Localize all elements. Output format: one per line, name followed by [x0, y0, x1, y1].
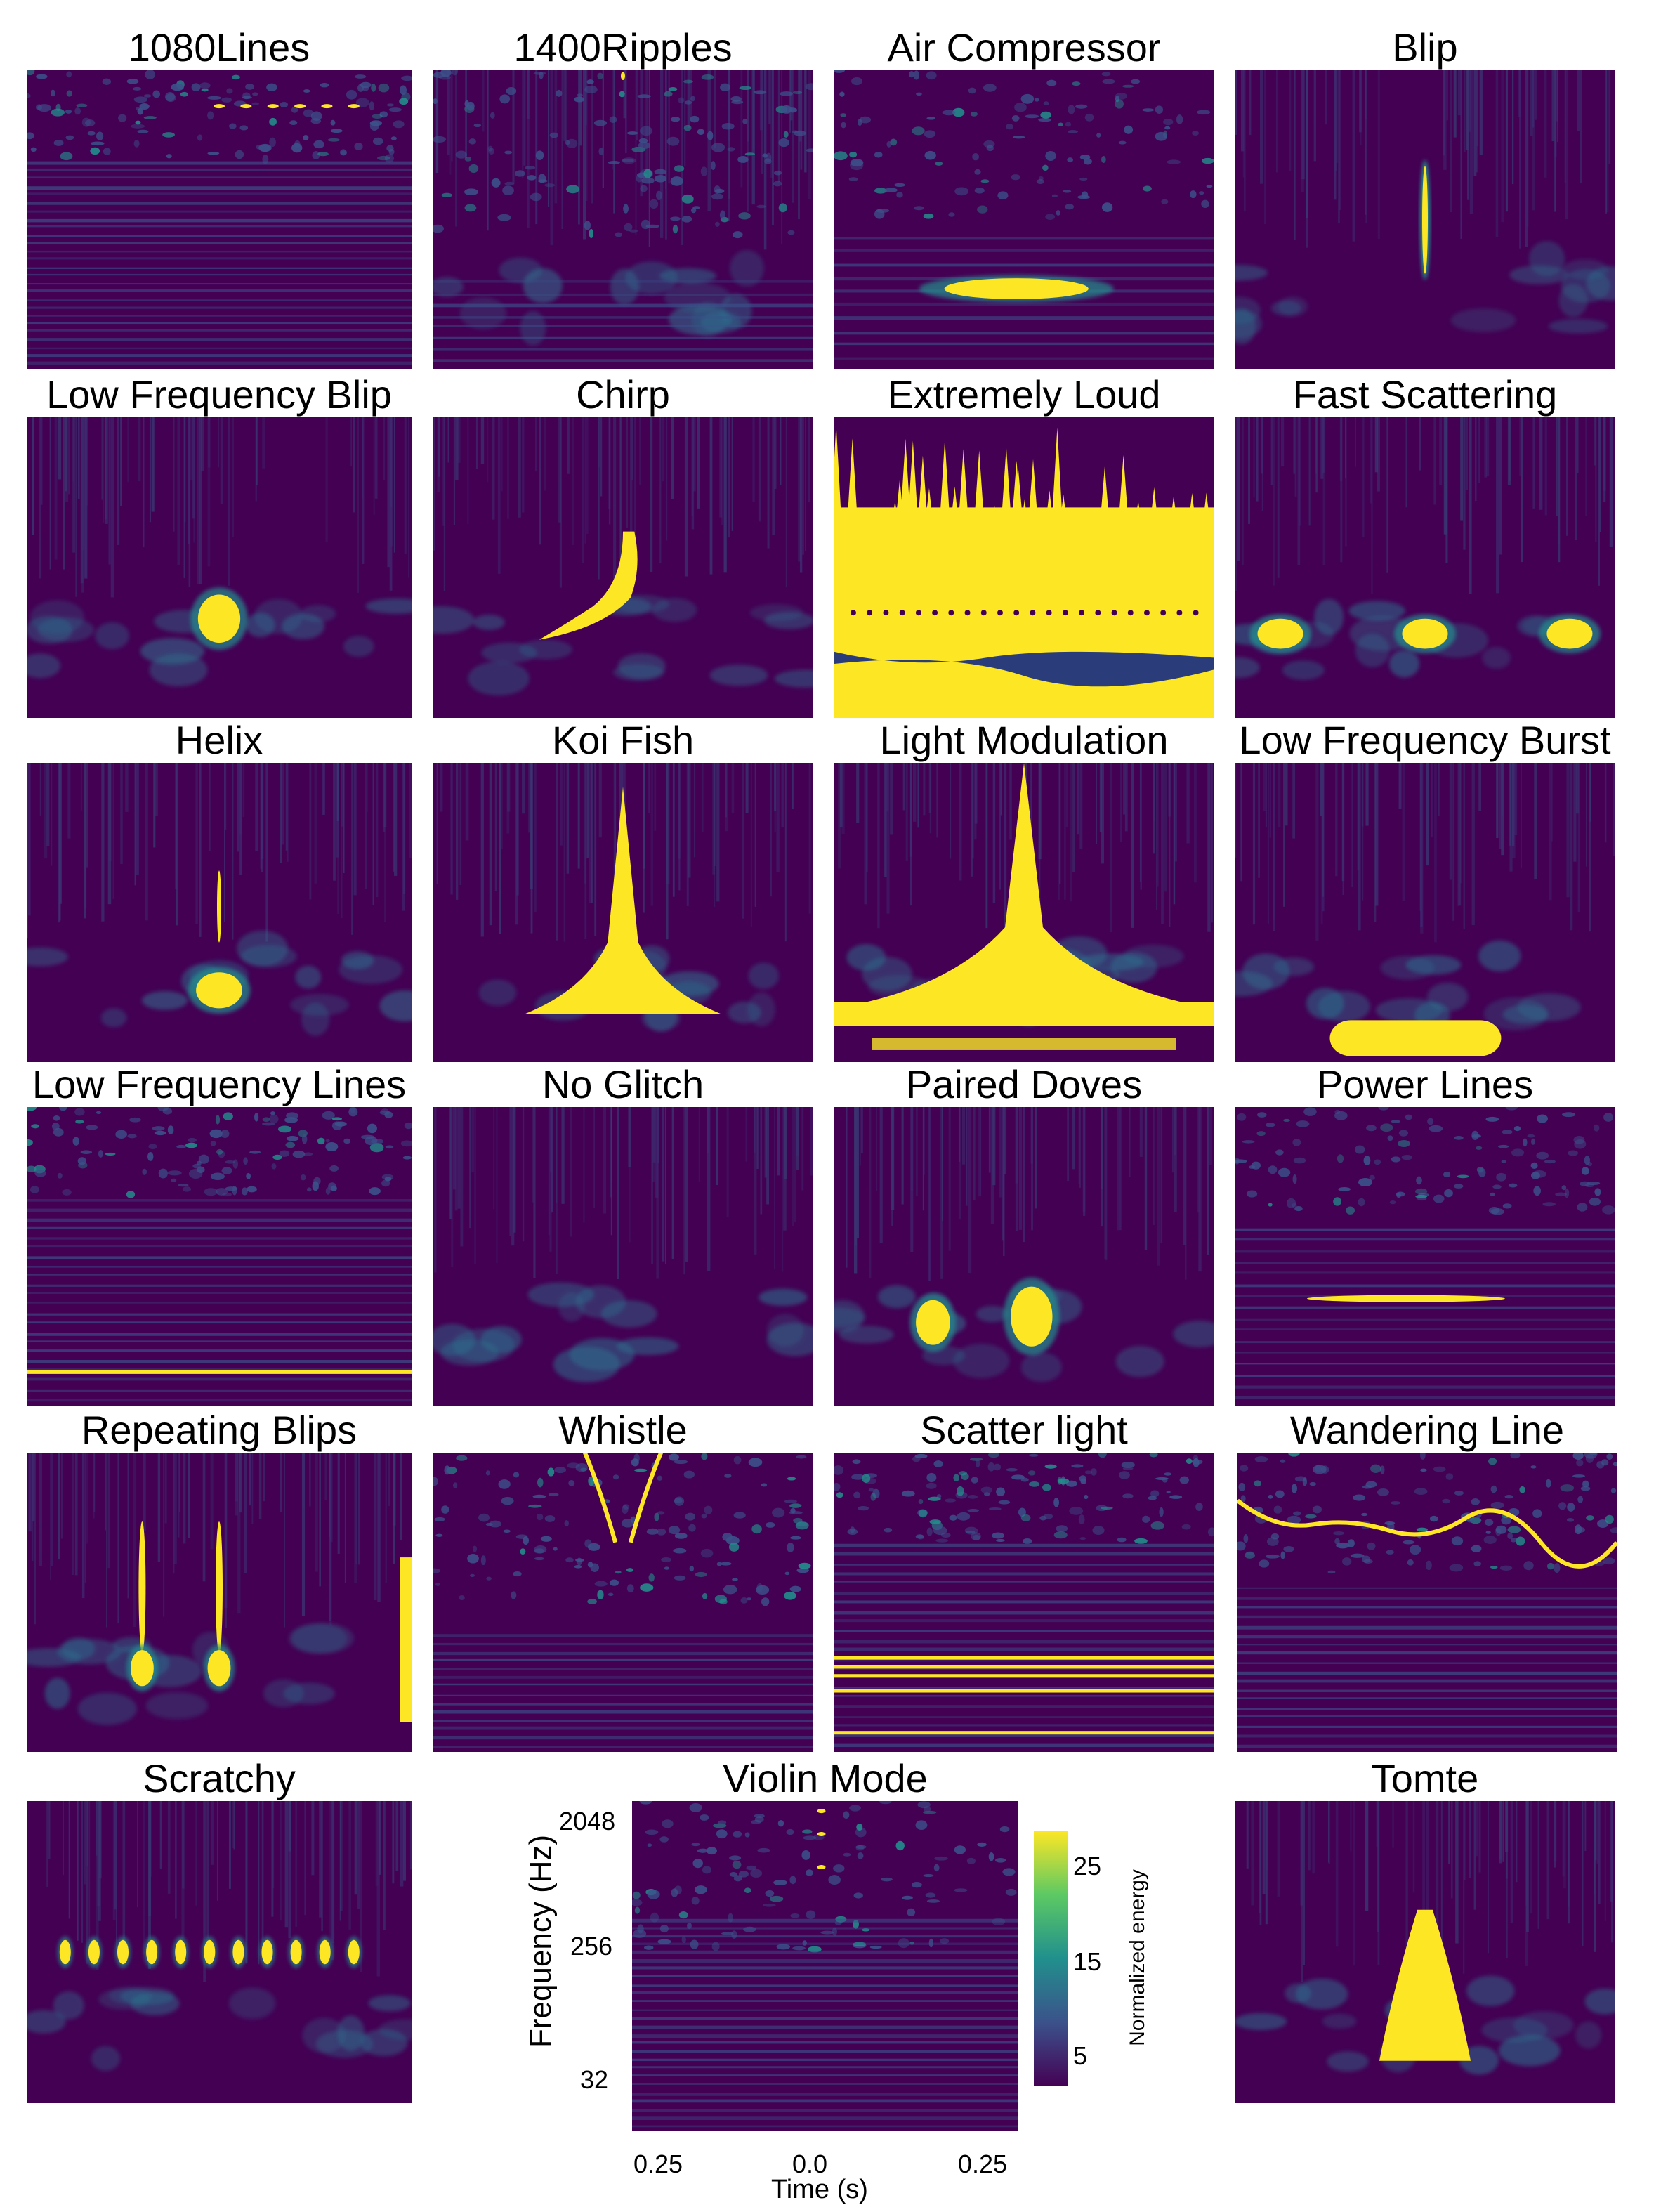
panel-title: Scratchy: [143, 1756, 296, 1800]
panel-title: Extremely Loud: [887, 372, 1161, 417]
panel-blip: Blip: [1235, 25, 1615, 369]
colorbar-label: Normalized energy: [1126, 1869, 1149, 2046]
panel-1080lines: 1080Lines: [27, 25, 412, 369]
spectrogram-plot: [27, 70, 412, 369]
x-tick-label: 0.25: [633, 2149, 683, 2178]
panel-title: Wandering Line: [1289, 1408, 1565, 1452]
panel-title: Koi Fish: [551, 718, 695, 762]
spectrogram-plot: [1235, 1801, 1615, 2103]
x-tick-label: 0.0: [792, 2149, 828, 2178]
panel-no-glitch: No Glitch: [433, 1062, 813, 1406]
spectrogram-plot: [834, 1453, 1214, 1752]
panel-koi-fish: Koi Fish: [433, 718, 813, 1062]
panel-low-frequency-lines: Low Frequency Lines: [27, 1062, 412, 1406]
spectrogram-plot: [1235, 1107, 1615, 1406]
panel-title: Helix: [175, 718, 263, 762]
spectrogram-plot: [27, 1453, 412, 1752]
spectrogram-plot: [834, 763, 1214, 1062]
spectrogram-plot: [433, 1107, 813, 1406]
panel-whistle: Whistle: [433, 1408, 813, 1752]
y-tick-label: 256: [570, 1932, 613, 1961]
panel-title: Violin Mode: [723, 1756, 928, 1800]
x-tick-label: 0.25: [958, 2149, 1008, 2178]
panel-1400ripples: 1400Ripples: [433, 25, 813, 369]
spectrogram-plot: [433, 417, 813, 718]
panel-title: No Glitch: [541, 1062, 704, 1106]
panel-title: 1400Ripples: [513, 25, 733, 70]
panel-title: Paired Doves: [905, 1062, 1143, 1106]
spectrogram-plot: [433, 1453, 813, 1752]
spectrogram-plot: [27, 763, 412, 1062]
spectrogram-plot: [433, 763, 813, 1062]
panel-helix: Helix: [27, 718, 412, 1062]
colorbar-tick: 15: [1073, 1947, 1102, 1976]
spectrogram-plot: [632, 1801, 1018, 2131]
spectrogram-plot: [27, 417, 412, 718]
panel-extremely-loud: Extremely Loud: [834, 372, 1214, 718]
panel-repeating-blips: Repeating Blips: [27, 1408, 412, 1752]
spectrogram-plot: [834, 417, 1214, 718]
panel-title: Tomte: [1371, 1756, 1479, 1800]
panel-title: 1080Lines: [128, 25, 310, 70]
colorbar-tick: 5: [1073, 2041, 1088, 2070]
spectrogram-plot: [433, 70, 813, 369]
panel-violin-mode: Violin Mode: [632, 1756, 1018, 2173]
panel-title: Repeating Blips: [81, 1408, 357, 1452]
panel-title: Low Frequency Burst: [1239, 718, 1611, 762]
panel-low-frequency-blip: Low Frequency Blip: [27, 372, 412, 718]
spectrogram-plot: [1235, 417, 1615, 718]
panel-scratchy: Scratchy: [27, 1756, 412, 2103]
spectrogram-plot: [1237, 1453, 1617, 1752]
colorbar-tick: 25: [1073, 1852, 1102, 1880]
spectrogram-plot: [27, 1801, 412, 2103]
panel-title: Low Frequency Blip: [46, 372, 392, 417]
panel-low-frequency-burst: Low Frequency Burst: [1235, 718, 1615, 1062]
panel-wandering-line: Wandering Line: [1237, 1408, 1617, 1752]
panel-paired-doves: Paired Doves: [834, 1062, 1214, 1406]
spectrogram-plot: [834, 1107, 1214, 1406]
panel-scatter-light: Scatter light: [834, 1408, 1214, 1752]
panel-title: Chirp: [576, 372, 670, 417]
colorbar: [1034, 1831, 1068, 2086]
panel-title: Blip: [1392, 25, 1458, 70]
x-axis-label: Time (s): [771, 2175, 868, 2204]
panel-title: Power Lines: [1316, 1062, 1534, 1106]
panel-title: Whistle: [558, 1408, 688, 1452]
panel-tomte: Tomte: [1235, 1756, 1615, 2103]
panel-air-compressor: Air Compressor: [834, 25, 1214, 369]
spectrogram-plot: [1235, 763, 1615, 1062]
panel-title: Air Compressor: [887, 25, 1161, 70]
panel-title: Light Modulation: [879, 718, 1169, 762]
panel-light-modulation: Light Modulation: [834, 718, 1214, 1062]
y-tick-label: 32: [580, 2065, 609, 2094]
y-tick-label: 2048: [559, 1807, 616, 1835]
spectrogram-plot: [27, 1107, 412, 1406]
spectrogram-plot: [834, 70, 1214, 369]
panel-title: Fast Scattering: [1292, 372, 1558, 417]
panel-title: Low Frequency Lines: [32, 1062, 407, 1106]
panel-title: Scatter light: [920, 1408, 1128, 1452]
y-axis-label: Frequency (Hz): [523, 1834, 558, 2048]
spectrogram-plot: [1235, 70, 1615, 369]
panel-fast-scattering: Fast Scattering: [1235, 372, 1615, 718]
panel-chirp: Chirp: [433, 372, 813, 718]
panel-power-lines: Power Lines: [1235, 1062, 1615, 1406]
